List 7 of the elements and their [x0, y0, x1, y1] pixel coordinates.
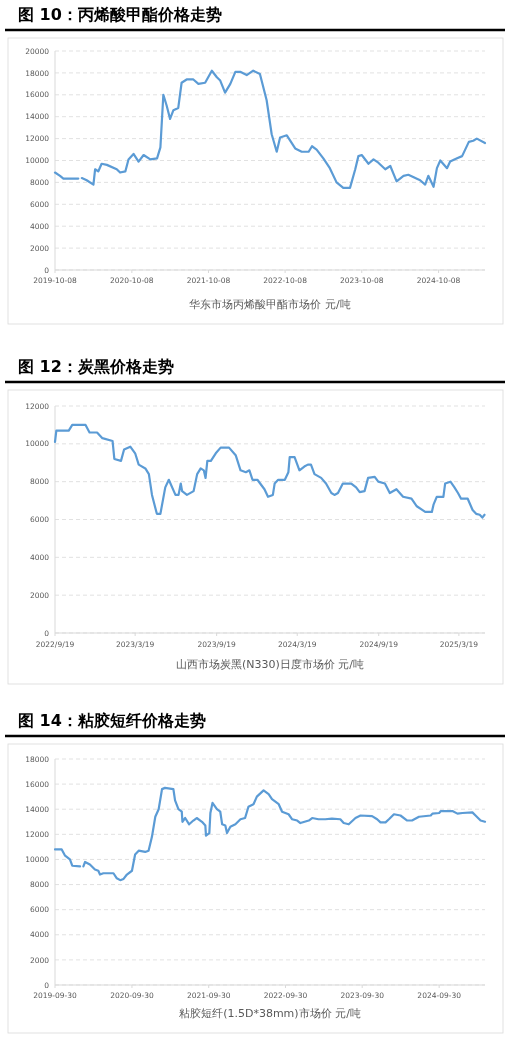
chart-title: 图 10：丙烯酸甲酯价格走势	[18, 5, 222, 24]
chart-title: 图 14：粘胶短纤价格走势	[18, 711, 206, 730]
chart-title: 图 12：炭黑价格走势	[18, 357, 174, 376]
x-axis-title: 华东市场丙烯酸甲酯市场价 元/吨	[189, 298, 351, 311]
line-series	[53, 423, 486, 519]
x-axis-title: 山西市场炭黑(N330)日度市场价 元/吨	[175, 658, 365, 671]
x-axis-title: 粘胶短纤(1.5D*38mm)市场价 元/吨	[179, 1007, 361, 1020]
